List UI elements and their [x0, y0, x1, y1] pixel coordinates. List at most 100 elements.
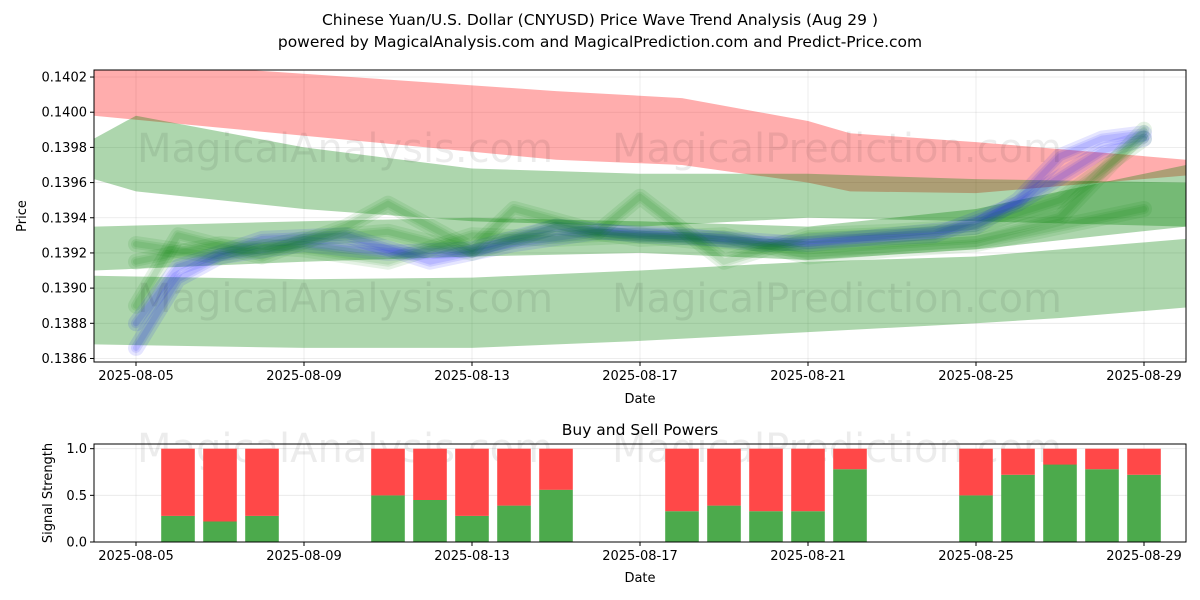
price-x-label: Date — [624, 392, 655, 407]
price-wave-green-2-layer-0 — [128, 130, 1152, 314]
sell-bar-14 — [1001, 448, 1035, 475]
sell-bar-4 — [413, 448, 447, 500]
sell-bar-0 — [161, 448, 195, 516]
signal-x-tick-label-0: 2025-08-05 — [98, 549, 174, 564]
price-wave-green-2-layer-2 — [133, 135, 1147, 309]
price-wave-green-2-layer-1 — [131, 133, 1149, 311]
price-y-tick-label-1: 0.1388 — [42, 317, 88, 332]
price-x-ticks: 2025-08-05 2025-08-09 2025-08-13 2025-08-17… — [98, 362, 1182, 384]
signal-x-tick-label-1: 2025-08-09 — [266, 549, 342, 564]
buy-bar-16 — [1085, 469, 1119, 542]
sell-bar-6 — [497, 448, 531, 506]
price-y-tick-label-5: 0.1396 — [42, 176, 88, 191]
buy-bar-8 — [665, 511, 699, 542]
buy-bar-7 — [539, 489, 573, 542]
buy-bar-14 — [1001, 474, 1035, 542]
watermark-analysis-top: MagicalAnalysis.com — [137, 126, 553, 172]
signal-x-tick-label-6: 2025-08-29 — [1106, 549, 1182, 564]
sell-bar-9 — [707, 448, 741, 506]
buy-bar-12 — [833, 469, 867, 542]
price-x-tick-label-6: 2025-08-29 — [1106, 369, 1182, 384]
sell-bar-15 — [1043, 448, 1077, 465]
trend-band-green-1 — [94, 115, 1186, 227]
price-wave-green-3-layer-2 — [133, 126, 1147, 265]
price-wave-blue-1-layer-0 — [128, 130, 1152, 332]
signal-x-tick-label-4: 2025-08-21 — [770, 549, 846, 564]
price-wave-green-3-layer-0 — [128, 121, 1152, 270]
price-y-label: Price — [15, 200, 30, 232]
trend-band-red-0 — [94, 70, 1186, 194]
buy-bar-10 — [749, 511, 783, 542]
price-y-ticks: 0.1386 0.1388 0.1390 0.1392 0.1394 0.1396 0.13… — [42, 71, 94, 367]
signal-x-tick-label-2: 2025-08-13 — [434, 549, 510, 564]
price-wave-green-4-layer-0 — [128, 201, 1152, 265]
signal-x-tick-label-3: 2025-08-17 — [602, 549, 678, 564]
trend-band-green-3 — [94, 165, 1186, 271]
signal-y-tick-label-1: 0.5 — [66, 489, 87, 504]
signal-x-label: Date — [624, 571, 655, 586]
buy-bar-5 — [455, 515, 489, 542]
price-wave-green-4-layer-1 — [131, 204, 1149, 262]
price-wave-green-4-layer-2 — [133, 206, 1147, 260]
trend-band-green-2 — [94, 238, 1186, 348]
buy-sell-title: Buy and Sell Powers — [562, 421, 719, 439]
sell-bar-1 — [203, 448, 237, 522]
buy-bar-17 — [1127, 474, 1161, 542]
price-wave-blue-0-layer-0 — [128, 125, 1152, 356]
price-y-tick-label-4: 0.1394 — [42, 211, 88, 226]
watermark-analysis-bottom: MagicalAnalysis.com — [137, 426, 553, 472]
sell-bar-16 — [1085, 448, 1119, 470]
buy-bar-2 — [245, 515, 279, 542]
price-y-tick-label-2: 0.1390 — [42, 282, 88, 297]
sell-bar-8 — [665, 448, 699, 512]
price-y-tick-label-3: 0.1392 — [42, 246, 88, 261]
sell-bar-11 — [791, 448, 825, 512]
signal-y-ticks: 0.0 0.5 1.0 — [66, 442, 94, 551]
watermark-prediction-mid: MagicalPrediction.com — [612, 276, 1062, 322]
sell-bar-10 — [749, 448, 783, 512]
sell-bar-7 — [539, 448, 573, 490]
buy-bar-0 — [161, 515, 195, 542]
price-wave-plot: MagicalAnalysis.com MagicalPrediction.co… — [15, 69, 1187, 407]
sell-bar-17 — [1127, 448, 1161, 475]
buy-sell-powers-plot: Buy and Sell Powers MagicalAnalysis.com … — [41, 421, 1187, 586]
price-x-tick-label-0: 2025-08-05 — [98, 369, 174, 384]
buy-bar-13 — [959, 495, 993, 542]
buy-bar-15 — [1043, 464, 1077, 542]
price-y-tick-label-8: 0.1402 — [42, 71, 88, 86]
buy-bar-4 — [413, 500, 447, 542]
sell-bar-13 — [959, 448, 993, 496]
chart-title-line2: powered by MagicalAnalysis.com and Magic… — [278, 33, 922, 51]
buy-bar-3 — [371, 495, 405, 542]
buy-bar-11 — [791, 511, 825, 542]
price-x-tick-label-2: 2025-08-13 — [434, 369, 510, 384]
price-x-tick-label-1: 2025-08-09 — [266, 369, 342, 384]
signal-y-tick-label-0: 0.0 — [66, 536, 87, 551]
price-wave-blue-0-layer-2 — [133, 130, 1147, 351]
price-x-tick-label-4: 2025-08-21 — [770, 369, 846, 384]
price-y-tick-label-7: 0.1400 — [42, 106, 88, 121]
sell-bar-5 — [455, 448, 489, 516]
trend-bands — [94, 70, 1186, 348]
price-grid — [94, 70, 1186, 362]
signal-y-tick-label-2: 1.0 — [66, 442, 87, 457]
price-y-tick-label-6: 0.1398 — [42, 141, 88, 156]
price-y-tick-label-0: 0.1386 — [42, 352, 88, 367]
price-wave-blue-0-layer-1 — [131, 128, 1149, 353]
watermark-prediction-top: MagicalPrediction.com — [612, 126, 1062, 172]
buy-bar-1 — [203, 521, 237, 542]
price-waves — [128, 121, 1152, 356]
sell-bar-12 — [833, 448, 867, 470]
signal-y-label: Signal Strength — [41, 443, 56, 543]
price-wave-blue-1-layer-2 — [133, 135, 1147, 327]
watermark-analysis-mid: MagicalAnalysis.com — [137, 276, 553, 322]
price-x-tick-label-3: 2025-08-17 — [602, 369, 678, 384]
sell-bar-3 — [371, 448, 405, 496]
chart-title-line1: Chinese Yuan/U.S. Dollar (CNYUSD) Price … — [322, 11, 878, 29]
price-x-tick-label-5: 2025-08-25 — [938, 369, 1014, 384]
sell-bar-2 — [245, 448, 279, 516]
signal-x-tick-label-5: 2025-08-25 — [938, 549, 1014, 564]
buy-bar-9 — [707, 505, 741, 542]
price-wave-green-3-layer-1 — [131, 124, 1149, 267]
